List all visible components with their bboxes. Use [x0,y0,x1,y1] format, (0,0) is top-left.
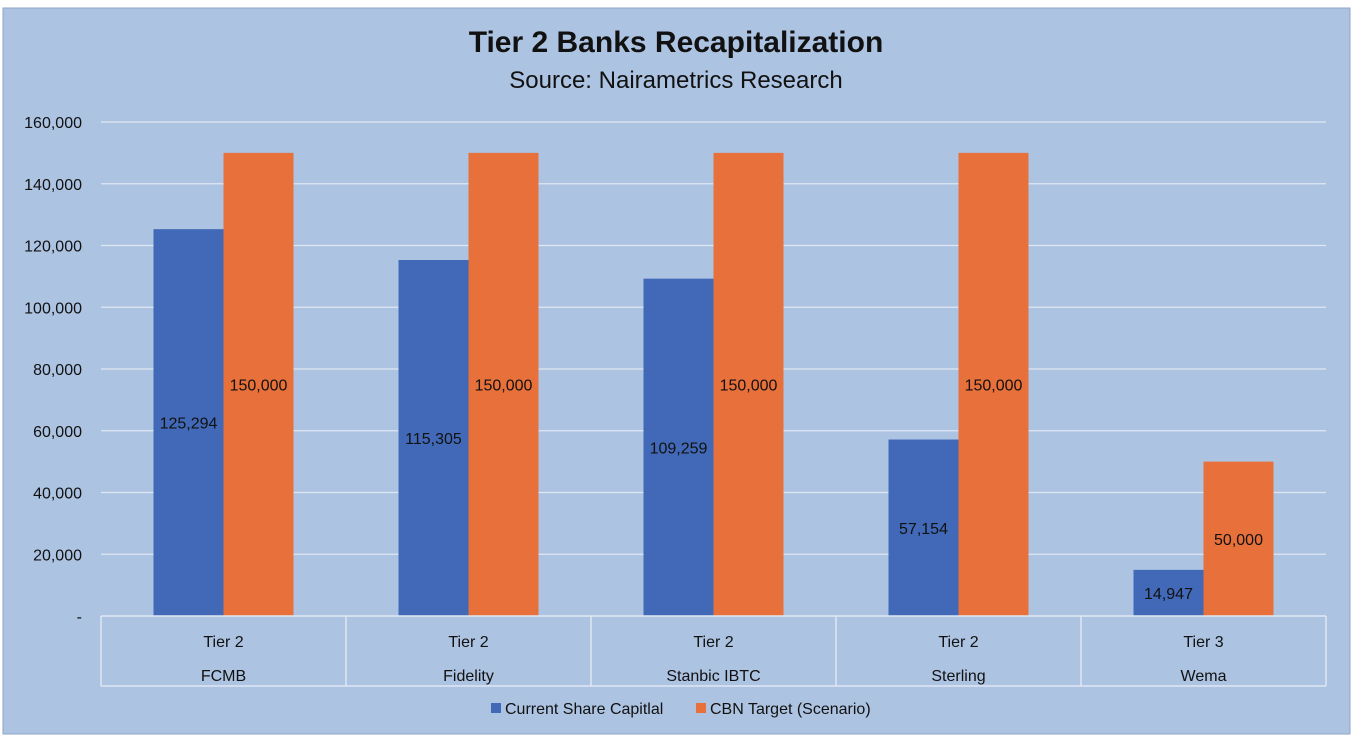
data-label: 50,000 [1214,532,1263,549]
x-tick-label-bank: Wema [1181,668,1227,685]
x-tick-label-tier: Tier 2 [938,634,978,651]
legend-label: Current Share Capitlal [505,701,663,718]
data-label: 109,259 [650,440,708,457]
data-label: 150,000 [720,377,778,394]
x-axis: Tier 2 FCMB Tier 2 Fidelity Tier 2 Stanbic IB… [100,615,1327,687]
legend: Current Share Capitlal CBN Target (Scenar… [491,701,871,718]
x-tick-label-tier: Tier 2 [448,634,488,651]
x-tick-label-bank: Stanbic IBTC [666,668,760,685]
y-tick-label: 20,000 [33,547,82,564]
data-labels: 125,294 150,000 115,305 150,000 109,259 150,0… [160,377,1263,602]
data-label: 57,154 [899,521,948,538]
bar-current-share-capital [153,229,224,616]
y-axis-tick-labels: - 20,000 40,000 60,000 80,000 100,000 120,000 1… [24,115,82,626]
y-tick-label: - [77,609,82,626]
bar-current-share-capital [1133,569,1204,616]
bar-cbn-target [1203,461,1274,616]
data-label: 150,000 [230,377,288,394]
bar-current-share-capital [888,439,959,616]
x-tick-label-tier: Tier 2 [693,634,733,651]
bar-cbn-target [958,152,1029,616]
data-label: 14,947 [1144,586,1193,603]
data-label: 125,294 [160,416,218,433]
y-tick-label: 100,000 [24,300,82,317]
y-tick-label: 120,000 [24,239,82,256]
bars [153,152,1274,616]
legend-swatch [491,703,501,713]
bar-current-share-capital [398,259,469,616]
bar-current-share-capital [643,278,714,616]
x-tick-label-bank: Fidelity [443,668,494,685]
y-tick-label: 60,000 [33,424,82,441]
bar-cbn-target [468,152,539,616]
x-tick-label-tier: Tier 2 [203,634,243,651]
data-label: 150,000 [965,377,1023,394]
x-tick-label-bank: FCMB [201,668,246,685]
y-tick-label: 40,000 [33,486,82,503]
x-tick-label-bank: Sterling [931,668,985,685]
bar-cbn-target [223,152,294,616]
x-tick-label-tier: Tier 3 [1183,634,1223,651]
y-tick-label: 140,000 [24,177,82,194]
chart-title: Tier 2 Banks Recapitalization [469,26,884,59]
data-label: 150,000 [475,377,533,394]
y-tick-label: 160,000 [24,115,82,132]
legend-label: CBN Target (Scenario) [710,701,871,718]
chart-subtitle: Source: Nairametrics Research [509,67,842,94]
y-tick-label: 80,000 [33,362,82,379]
legend-swatch [696,703,706,713]
bar-cbn-target [713,152,784,616]
data-label: 115,305 [405,431,462,448]
